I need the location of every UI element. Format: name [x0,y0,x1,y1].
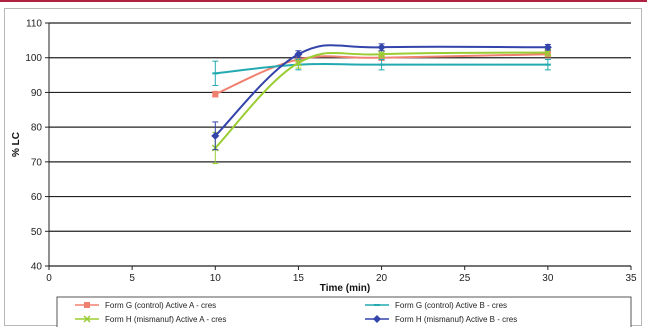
data-point [211,131,220,140]
x-tick-label: 30 [542,273,554,284]
x-tick-label: 35 [625,273,637,284]
y-tick-label: 110 [26,19,42,30]
y-tick-label: 50 [31,227,43,238]
data-point [377,43,386,52]
series-line [214,51,548,149]
y-tick-label: 60 [31,192,43,203]
legend-label: Form G (control) Active A - cres [105,301,216,310]
series-4 [211,43,552,151]
x-tick-label: 15 [293,273,305,284]
data-point [378,50,386,58]
data-point [294,59,302,67]
x-axis-title: Time (min) [320,283,370,294]
top-rule [0,0,647,2]
legend-entry-4: Form H (mismanuf) Active B - cres [365,315,517,324]
y-tick-label: 40 [31,262,43,273]
x-tick-label: 10 [210,273,222,284]
x-tick-label: 5 [129,273,135,284]
y-tick-label: 70 [31,157,43,168]
x-tick-label: 25 [459,273,471,284]
legend-swatch-marker [83,315,91,323]
legend-label: Form H (mismanuf) Active A - cres [105,315,226,324]
x-tick-label: 20 [376,273,388,284]
line-chart: 40 50 60 70 80 90 100 110 0 5 10 15 20 25 30 35 Time (m… [11,19,637,327]
series [211,43,552,165]
series-line [214,44,548,137]
x-tick-label: 0 [46,273,52,284]
legend-swatch-marker [84,302,90,308]
legend-label: Form G (control) Active B - cres [395,301,507,310]
legend-label: Form H (mismanuf) Active B - cres [395,315,517,324]
legend-entry-3: Form H (mismanuf) Active A - cres [75,315,226,324]
y-tick-label: 100 [25,53,42,64]
y-tick-label: 90 [31,88,43,99]
legend-box [56,296,632,327]
series-line [214,53,548,96]
data-point [543,43,552,52]
legend-items: Form G (control) Active A - cres Form G (… [75,301,517,324]
legend: Form G (control) Active A - cres Form G (… [56,296,632,327]
legend-entry-2: Form G (control) Active B - cres [365,301,507,310]
legend-swatch-marker [373,315,381,323]
axes: 40 50 60 70 80 90 100 110 0 5 10 15 20 25 30 35 [25,19,637,285]
data-point [294,50,303,59]
chart-frame: 40 50 60 70 80 90 100 110 0 5 10 15 20 25 30 35 Time (m… [4,8,642,327]
data-point [212,91,219,98]
y-tick-label: 80 [31,123,43,134]
legend-entry-1: Form G (control) Active A - cres [75,301,216,310]
y-axis-title: % LC [11,132,22,157]
series-line [215,62,548,75]
